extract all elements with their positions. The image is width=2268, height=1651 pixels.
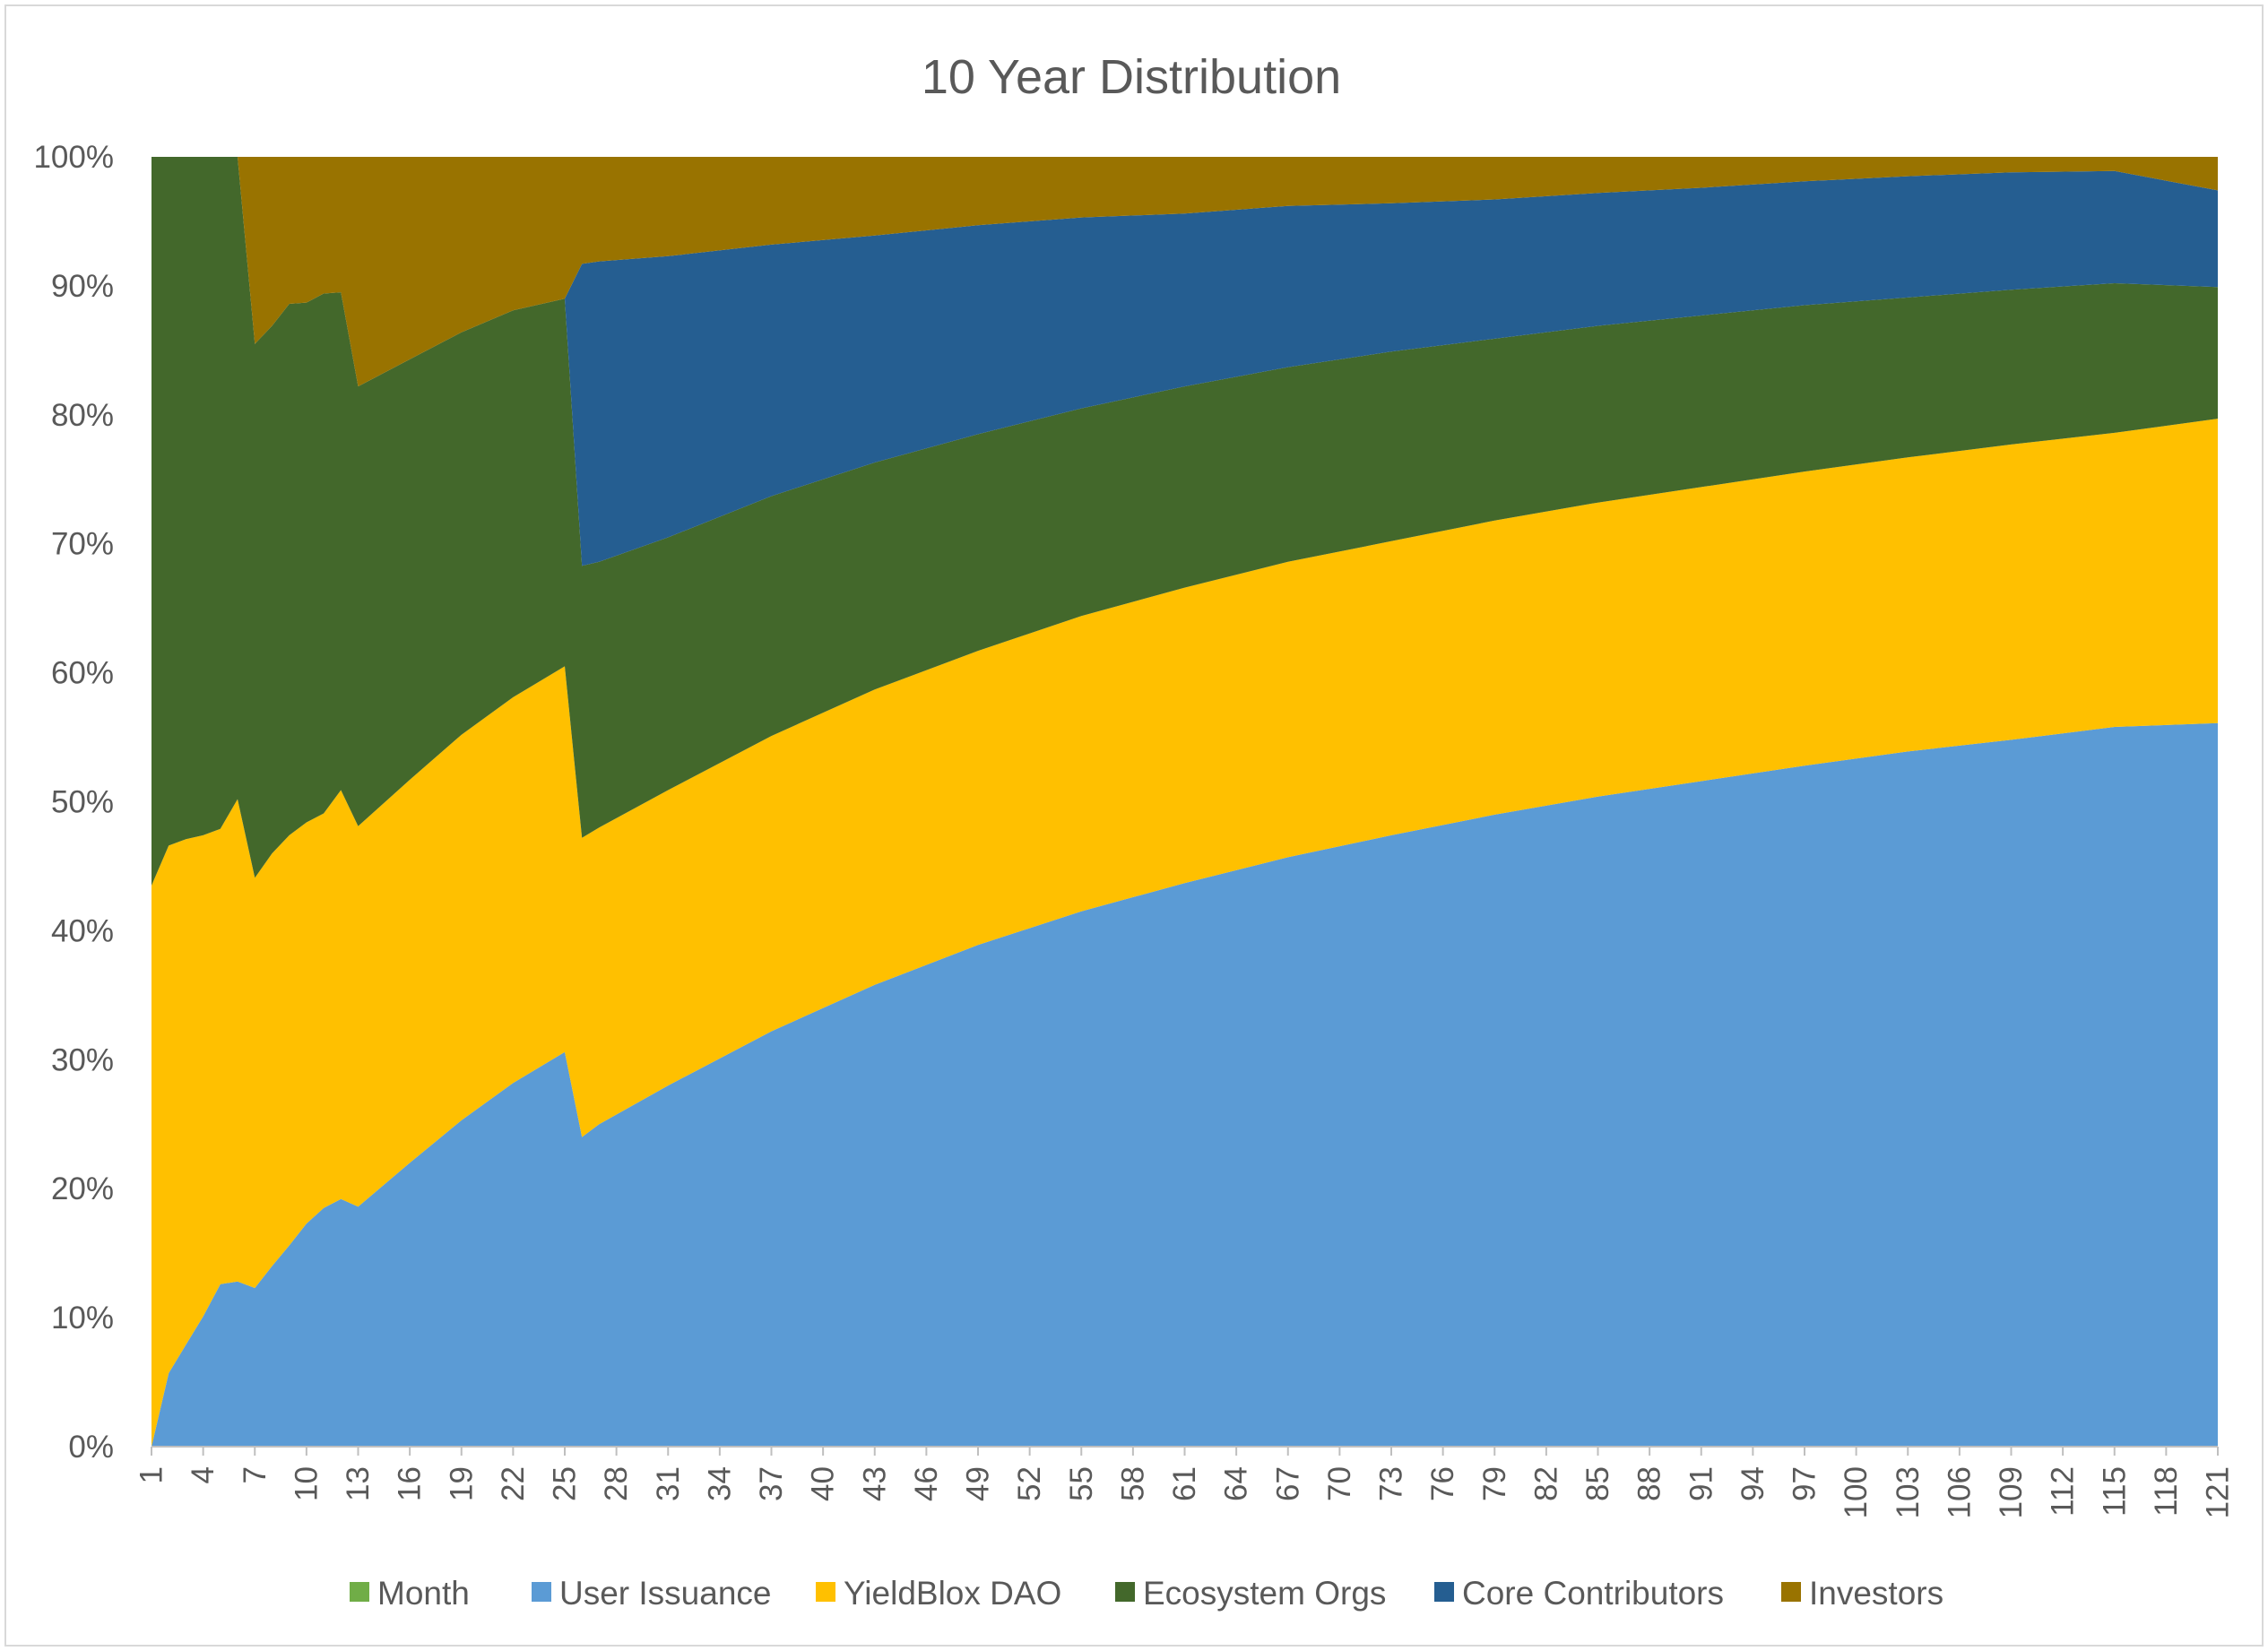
legend-swatch — [1434, 1582, 1454, 1602]
x-tick-label: 46 — [909, 1466, 944, 1501]
chart-svg: 10 Year Distribution 0% 10% 20% 30% 40% 50% 60… — [33, 50, 2236, 1612]
y-tick-label: 70% — [51, 527, 114, 562]
legend-label: Core Contributors — [1462, 1575, 1724, 1612]
x-tick-label: 85 — [1580, 1466, 1615, 1501]
y-tick-label: 0% — [68, 1430, 114, 1465]
x-tick-label: 109 — [1994, 1466, 2029, 1518]
legend-swatch — [1115, 1582, 1135, 1602]
x-tick-label: 43 — [857, 1466, 892, 1501]
plot-areas — [151, 157, 2218, 1448]
x-tick-label: 13 — [341, 1466, 376, 1501]
x-tick-label: 115 — [2097, 1466, 2132, 1517]
area-yieldblox-dao — [151, 419, 2218, 1448]
x-tick-label: 94 — [1736, 1466, 1770, 1501]
x-tick-label: 31 — [651, 1466, 686, 1501]
x-tick-label: 64 — [1219, 1466, 1254, 1501]
x-tick-label: 34 — [702, 1466, 737, 1501]
x-tick-label: 106 — [1942, 1466, 1977, 1518]
x-tick-label: 7 — [238, 1466, 273, 1483]
y-tick-label: 60% — [51, 656, 114, 691]
x-tick-label: 61 — [1167, 1466, 1202, 1501]
y-tick-label: 30% — [51, 1042, 114, 1077]
y-tick-label: 20% — [51, 1171, 114, 1206]
area-user-issuance — [151, 722, 2218, 1447]
x-tick-label: 52 — [1012, 1466, 1047, 1501]
legend-swatch — [350, 1582, 369, 1602]
x-tick-label: 25 — [548, 1466, 583, 1501]
x-tick-label: 100 — [1839, 1466, 1874, 1518]
x-tick-label: 118 — [2149, 1466, 2184, 1517]
x-tick-label: 49 — [961, 1466, 996, 1501]
x-axis: 1 4 7 10 13 16 19 22 25 28 31 34 37 40 43 46 49 52 55 58 61 6… — [134, 1446, 2236, 1518]
x-tick-label: 28 — [599, 1466, 634, 1501]
x-tick-label: 10 — [289, 1466, 324, 1501]
y-tick-label: 40% — [51, 913, 114, 948]
legend-label: Month — [377, 1575, 470, 1612]
x-tick-label: 76 — [1425, 1466, 1460, 1501]
area-ecosystem-orgs — [151, 157, 2218, 886]
y-tick-label: 80% — [51, 398, 114, 433]
x-tick-label: 73 — [1374, 1466, 1409, 1501]
x-tick-label: 103 — [1891, 1466, 1926, 1518]
x-tick-label: 4 — [186, 1466, 221, 1483]
x-tick-label: 40 — [806, 1466, 841, 1501]
y-tick-label: 10% — [51, 1301, 114, 1335]
area-core-contributors — [151, 157, 2218, 566]
legend-swatch — [532, 1582, 551, 1602]
chart-frame: 10 Year Distribution 0% 10% 20% 30% 40% 50% 60… — [4, 4, 2264, 1647]
x-tick-label: 37 — [754, 1466, 789, 1501]
x-tick-label: 22 — [496, 1466, 531, 1501]
area-investors — [151, 157, 2218, 387]
x-tick-label: 1 — [134, 1466, 169, 1483]
legend-label: YieldBlox DAO — [844, 1575, 1061, 1612]
x-tick-label: 97 — [1788, 1466, 1822, 1501]
y-tick-label: 50% — [51, 785, 114, 820]
legend-label: Ecosystem Orgs — [1143, 1575, 1386, 1612]
x-tick-label: 82 — [1528, 1466, 1563, 1501]
legend-label: User Issuance — [559, 1575, 772, 1612]
legend: Month User Issuance YieldBlox DAO Ecosystem… — [350, 1575, 1943, 1612]
y-axis: 0% 10% 20% 30% 40% 50% 60% 70% 80% 90% 100% — [33, 140, 114, 1465]
x-tick-label: 58 — [1115, 1466, 1150, 1501]
y-tick-label: 100% — [33, 140, 114, 175]
x-tick-label: 16 — [393, 1466, 428, 1501]
x-tick-label: 70 — [1322, 1466, 1357, 1501]
x-tick-label: 91 — [1684, 1466, 1718, 1501]
x-tick-label: 67 — [1270, 1466, 1305, 1501]
x-tick-label: 88 — [1632, 1466, 1667, 1501]
legend-swatch — [816, 1582, 835, 1602]
legend-label: Investors — [1809, 1575, 1943, 1612]
x-tick-label: 55 — [1064, 1466, 1099, 1501]
x-tick-label: 112 — [2046, 1466, 2081, 1517]
legend-swatch — [1781, 1582, 1801, 1602]
x-tick-label: 19 — [444, 1466, 479, 1501]
x-tick-label: 121 — [2201, 1466, 2236, 1518]
x-tick-label: 79 — [1477, 1466, 1512, 1501]
y-tick-label: 90% — [51, 269, 114, 304]
chart-title: 10 Year Distribution — [922, 50, 1341, 104]
